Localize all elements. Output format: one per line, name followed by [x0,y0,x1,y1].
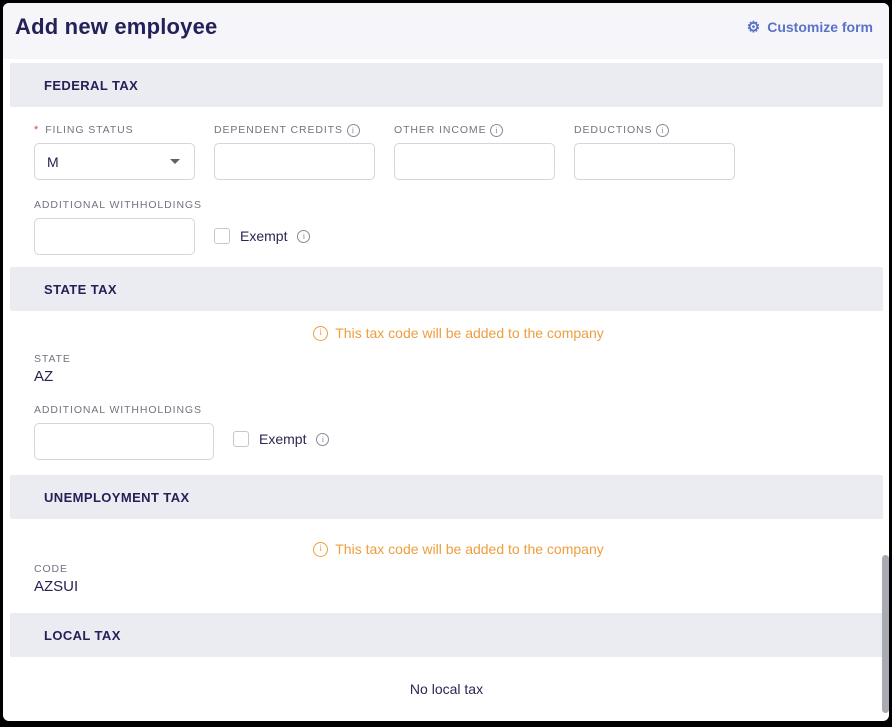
federal-exempt-label: Exempt [240,228,288,244]
federal-tax-section-header: FEDERAL TAX [10,63,883,107]
state-exempt-checkbox[interactable] [233,431,249,447]
filing-status-field: * FILING STATUS M [34,123,195,180]
filing-status-select[interactable]: M [34,143,195,180]
federal-tax-title: FEDERAL TAX [44,77,139,93]
info-icon[interactable] [297,229,311,243]
page-header: Add new employee ⚙ Customize form [3,3,889,59]
state-exempt-label: Exempt [259,431,307,447]
other-income-field: OTHER INCOME [394,123,555,180]
filing-status-value: M [47,153,59,170]
code-field: CODE AZSUI [34,563,883,595]
required-marker: * [34,124,40,136]
state-label: STATE [34,353,71,365]
other-income-label: OTHER INCOME [394,123,555,137]
deductions-input[interactable] [574,143,735,180]
local-tax-title: LOCAL TAX [44,627,121,643]
code-label: CODE [34,563,68,575]
local-tax-content: No local tax [10,657,883,697]
unemployment-tax-section-header: UNEMPLOYMENT TAX [10,475,883,519]
filing-status-label: * FILING STATUS [34,124,134,136]
state-tax-title: STATE TAX [44,281,117,297]
info-icon[interactable] [490,123,504,137]
dependent-credits-label: DEPENDENT CREDITS [214,123,375,137]
state-tax-notice-text: This tax code will be added to the compa… [335,325,604,341]
federal-additional-withholdings-field: ADDITIONAL WITHHOLDINGS [34,198,202,255]
code-value: AZSUI [34,578,79,595]
state-additional-withholdings-label: ADDITIONAL WITHHOLDINGS [34,404,202,416]
customize-form-link[interactable]: ⚙ Customize form [747,19,873,35]
scrollbar-thumb[interactable] [882,555,889,713]
unemployment-tax-notice-text: This tax code will be added to the compa… [335,541,604,557]
dependent-credits-input[interactable] [214,143,375,180]
state-exempt-group: Exempt [233,431,330,447]
chevron-down-icon [170,159,180,164]
state-additional-withholdings-input[interactable] [34,423,214,460]
dependent-credits-field: DEPENDENT CREDITS [214,123,375,180]
federal-additional-withholdings-label: ADDITIONAL WITHHOLDINGS [34,199,202,211]
info-icon [313,541,329,557]
customize-form-label: Customize form [767,19,873,35]
page-title: Add new employee [15,14,218,39]
unemployment-tax-title: UNEMPLOYMENT TAX [44,489,190,505]
federal-tax-content: * FILING STATUS M DEPENDENT CREDITS [10,107,883,267]
other-income-input[interactable] [394,143,555,180]
add-employee-panel: Add new employee ⚙ Customize form FEDERA… [3,3,889,721]
federal-exempt-checkbox[interactable] [214,228,230,244]
state-value: AZ [34,368,54,385]
deductions-label: DEDUCTIONS [574,123,735,137]
info-icon [313,325,329,341]
local-tax-section-header: LOCAL TAX [10,613,883,657]
deductions-field: DEDUCTIONS [574,123,735,180]
federal-exempt-group: Exempt [214,228,311,244]
unemployment-tax-notice: This tax code will be added to the compa… [34,541,883,557]
state-tax-content: This tax code will be added to the compa… [10,325,883,475]
state-tax-notice: This tax code will be added to the compa… [34,325,883,341]
state-field: STATE AZ [34,353,883,385]
no-local-tax-text: No local tax [409,681,484,697]
state-tax-section-header: STATE TAX [10,267,883,311]
info-icon[interactable] [656,123,670,137]
federal-additional-withholdings-input[interactable] [34,218,195,255]
info-icon[interactable] [346,123,360,137]
gear-icon: ⚙ [746,18,761,36]
unemployment-tax-content: This tax code will be added to the compa… [10,541,883,613]
info-icon[interactable] [316,432,330,446]
